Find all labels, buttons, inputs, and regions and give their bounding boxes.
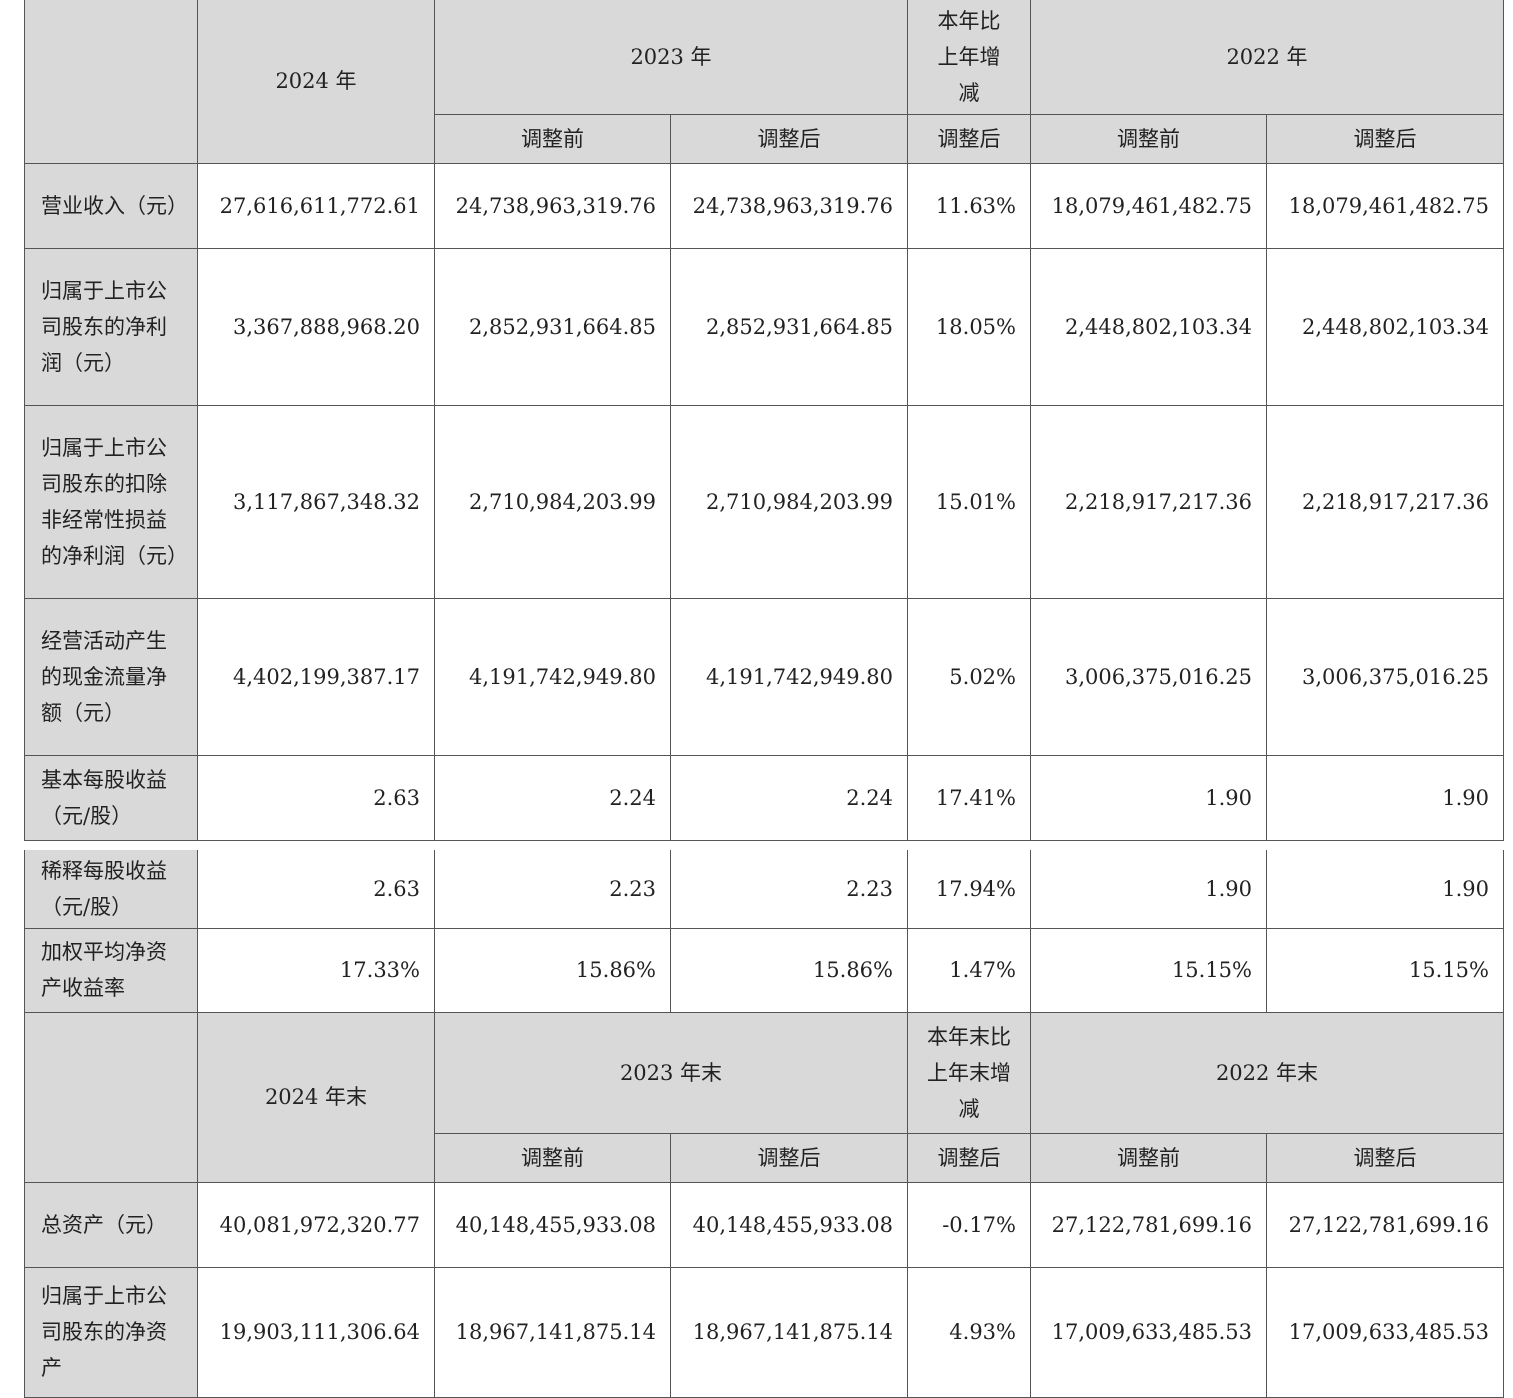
- row-label: 加权平均净资产收益率: [24, 927, 198, 1013]
- subheader-row: 调整前 调整后 调整后 调整前 调整后: [25, 114, 1504, 164]
- header-2024-end: 2024 年末: [197, 1012, 435, 1183]
- row-label: 营业收入（元）: [24, 163, 198, 249]
- row-label: 归属于上市公司股东的净资产: [24, 1266, 198, 1398]
- value-cell: 18,079,461,482.75: [1030, 163, 1267, 249]
- value-cell: 2,710,984,203.99: [670, 405, 908, 599]
- value-cell: 27,122,781,699.16: [1266, 1182, 1504, 1268]
- table-row: 稀释每股收益（元/股） 2.63 2.23 2.23 17.94% 1.90 1.90: [24, 850, 1504, 929]
- value-cell: 4,402,199,387.17: [197, 598, 435, 756]
- table-row: 总资产（元） 40,081,972,320.77 40,148,455,933.08…: [24, 1182, 1504, 1268]
- value-cell: 2.24: [670, 755, 908, 841]
- value-cell: 19,903,111,306.64: [197, 1266, 435, 1398]
- subheader-row: 调整前 调整后 调整后 调整前 调整后: [25, 1132, 1504, 1183]
- value-cell: 24,738,963,319.76: [434, 163, 671, 249]
- value-cell: 11.63%: [907, 163, 1031, 249]
- value-cell: 27,616,611,772.61: [197, 163, 435, 249]
- table-row: 营业收入（元） 27,616,611,772.61 24,738,963,319.7…: [24, 163, 1504, 249]
- value-cell: 2.24: [434, 755, 671, 841]
- value-cell: 3,006,375,016.25: [1030, 598, 1267, 756]
- subheader-cell: 调整前: [1030, 114, 1267, 164]
- value-cell: 2,710,984,203.99: [434, 405, 671, 599]
- row-label: 总资产（元）: [24, 1182, 198, 1268]
- subheader-cell: 调整后: [1266, 114, 1504, 164]
- value-cell: 15.01%: [907, 405, 1031, 599]
- subheader-cell: 调整后: [670, 1132, 908, 1183]
- value-cell: 2,852,931,664.85: [670, 248, 908, 406]
- value-cell: 1.90: [1266, 755, 1504, 841]
- value-cell: 15.86%: [670, 927, 908, 1013]
- subheader-cell: 调整前: [434, 114, 671, 164]
- value-cell: 2,448,802,103.34: [1030, 248, 1267, 406]
- value-cell: 4,191,742,949.80: [670, 598, 908, 756]
- table-row: 经营活动产生的现金流量净额（元） 4,402,199,387.17 4,191,74…: [24, 598, 1504, 756]
- header-blank: [24, 0, 198, 164]
- value-cell: 1.90: [1030, 850, 1267, 929]
- header-2022: 2022 年: [1030, 0, 1504, 115]
- value-cell: 15.15%: [1030, 927, 1267, 1013]
- header-2024: 2024 年: [197, 0, 435, 164]
- value-cell: 24,738,963,319.76: [670, 163, 908, 249]
- table-row: 归属于上市公司股东的扣除非经常性损益的净利润（元） 3,117,867,348.3…: [24, 405, 1504, 599]
- value-cell: 2.63: [197, 755, 435, 841]
- financial-table-income: 2024 年 2023 年 本年比上年增减 2022 年 调整前 调整后 调整后…: [24, 0, 1504, 841]
- value-cell: 40,081,972,320.77: [197, 1182, 435, 1268]
- value-cell: 40,148,455,933.08: [670, 1182, 908, 1268]
- subheader-cell: 调整前: [1030, 1132, 1267, 1183]
- value-cell: 4.93%: [907, 1266, 1031, 1398]
- table-row: 基本每股收益（元/股） 2.63 2.24 2.24 17.41% 1.90 1.90: [24, 755, 1504, 841]
- row-label: 经营活动产生的现金流量净额（元）: [24, 598, 198, 756]
- value-cell: 2.23: [434, 850, 671, 929]
- value-cell: 3,006,375,016.25: [1266, 598, 1504, 756]
- value-cell: 1.90: [1266, 850, 1504, 929]
- value-cell: 3,117,867,348.32: [197, 405, 435, 599]
- header-change-end: 本年末比上年末增减: [907, 1012, 1031, 1134]
- row-label: 归属于上市公司股东的净利润（元）: [24, 248, 198, 406]
- header-change: 本年比上年增减: [907, 0, 1031, 115]
- value-cell: 27,122,781,699.16: [1030, 1182, 1267, 1268]
- value-cell: 3,367,888,968.20: [197, 248, 435, 406]
- value-cell: 18,967,141,875.14: [434, 1266, 671, 1398]
- value-cell: 17,009,633,485.53: [1266, 1266, 1504, 1398]
- table-row: 归属于上市公司股东的净利润（元） 3,367,888,968.20 2,852,93…: [24, 248, 1504, 406]
- row-label: 基本每股收益（元/股）: [24, 755, 198, 841]
- value-cell: 2,852,931,664.85: [434, 248, 671, 406]
- header-blank: [24, 1012, 198, 1183]
- value-cell: 2.23: [670, 850, 908, 929]
- row-label: 归属于上市公司股东的扣除非经常性损益的净利润（元）: [24, 405, 198, 599]
- financial-table-assets: 稀释每股收益（元/股） 2.63 2.23 2.23 17.94% 1.90 1.90 加权平…: [24, 850, 1504, 1398]
- row-label: 稀释每股收益（元/股）: [24, 850, 198, 929]
- value-cell: 18,079,461,482.75: [1266, 163, 1504, 249]
- value-cell: 15.15%: [1266, 927, 1504, 1013]
- subheader-cell: 调整前: [434, 1132, 671, 1183]
- value-cell: 2,448,802,103.34: [1266, 248, 1504, 406]
- value-cell: 4,191,742,949.80: [434, 598, 671, 756]
- value-cell: 18,967,141,875.14: [670, 1266, 908, 1398]
- value-cell: 17.33%: [197, 927, 435, 1013]
- value-cell: 17.41%: [907, 755, 1031, 841]
- value-cell: -0.17%: [907, 1182, 1031, 1268]
- table-row: 加权平均净资产收益率 17.33% 15.86% 15.86% 1.47% 15.15% 1…: [24, 927, 1504, 1013]
- subheader-cell: 调整后: [907, 1132, 1031, 1183]
- subheader-cell: 调整后: [1266, 1132, 1504, 1183]
- header-2023-end: 2023 年末: [434, 1012, 908, 1134]
- value-cell: 1.47%: [907, 927, 1031, 1013]
- value-cell: 2,218,917,217.36: [1030, 405, 1267, 599]
- value-cell: 5.02%: [907, 598, 1031, 756]
- subheader-cell: 调整后: [907, 114, 1031, 164]
- value-cell: 18.05%: [907, 248, 1031, 406]
- value-cell: 2,218,917,217.36: [1266, 405, 1504, 599]
- header-2022-end: 2022 年末: [1030, 1012, 1504, 1134]
- value-cell: 40,148,455,933.08: [434, 1182, 671, 1268]
- value-cell: 17,009,633,485.53: [1030, 1266, 1267, 1398]
- value-cell: 2.63: [197, 850, 435, 929]
- value-cell: 15.86%: [434, 927, 671, 1013]
- header-2023: 2023 年: [434, 0, 908, 115]
- value-cell: 17.94%: [907, 850, 1031, 929]
- subheader-cell: 调整后: [670, 114, 908, 164]
- table-row: 归属于上市公司股东的净资产 19,903,111,306.64 18,967,141…: [24, 1266, 1504, 1398]
- value-cell: 1.90: [1030, 755, 1267, 841]
